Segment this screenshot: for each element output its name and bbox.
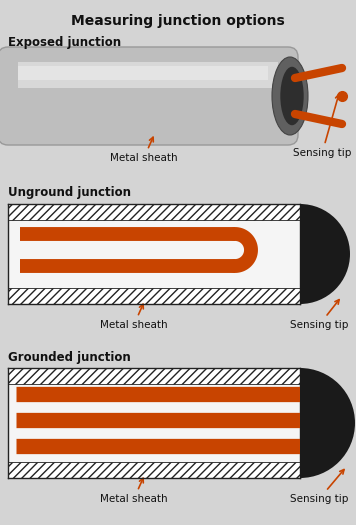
Wedge shape — [300, 368, 355, 478]
FancyBboxPatch shape — [0, 47, 298, 145]
Text: Exposed junction: Exposed junction — [8, 36, 121, 49]
Text: Metal sheath: Metal sheath — [110, 137, 178, 163]
Text: Metal sheath: Metal sheath — [100, 304, 168, 330]
Bar — [8, 288, 300, 304]
Bar — [8, 368, 300, 384]
Bar — [8, 204, 300, 220]
Text: Measuring junction options: Measuring junction options — [71, 14, 285, 28]
Ellipse shape — [280, 67, 304, 125]
Bar — [8, 462, 300, 478]
Text: Sensing tip: Sensing tip — [290, 469, 349, 504]
Text: Sensing tip: Sensing tip — [290, 300, 349, 330]
Text: Grounded junction: Grounded junction — [8, 351, 131, 364]
Bar — [18, 66, 268, 80]
Bar — [8, 220, 300, 288]
Bar — [8, 384, 300, 462]
Bar — [18, 62, 278, 88]
Ellipse shape — [272, 57, 308, 135]
Text: Sensing tip: Sensing tip — [293, 94, 351, 158]
Text: Metal sheath: Metal sheath — [100, 478, 168, 504]
Wedge shape — [300, 204, 350, 304]
Text: Unground junction: Unground junction — [8, 186, 131, 199]
